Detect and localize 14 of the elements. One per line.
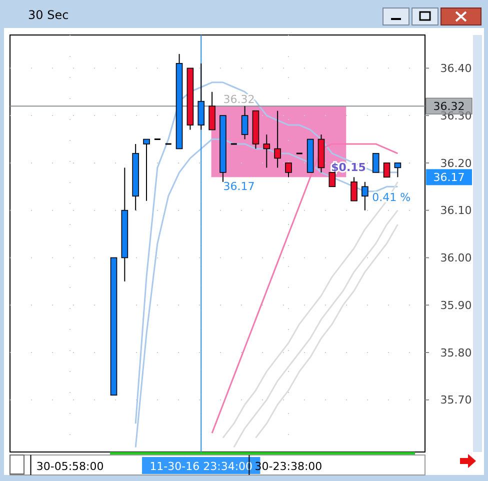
y-tick-label: 36.40: [440, 62, 472, 76]
y-tick-label: 36.00: [440, 252, 472, 265]
x-tick-label: 30-05:58:00: [36, 460, 104, 473]
annotation: 36.17: [223, 180, 255, 194]
chart-title: 30 Sec: [28, 8, 69, 22]
y-tick-label: 35.80: [440, 346, 472, 360]
y-tick-label: 36.10: [440, 204, 472, 218]
y-tick-label: 36.20: [440, 156, 472, 170]
text: 36.17: [433, 171, 465, 184]
annotation: 36.32: [223, 93, 255, 106]
ref-line-label: 36.32: [433, 100, 465, 113]
y-tick-label: 35.70: [440, 394, 472, 407]
y-tick-label: 35.90: [440, 298, 472, 312]
annotation: 0.41 %: [372, 191, 411, 204]
